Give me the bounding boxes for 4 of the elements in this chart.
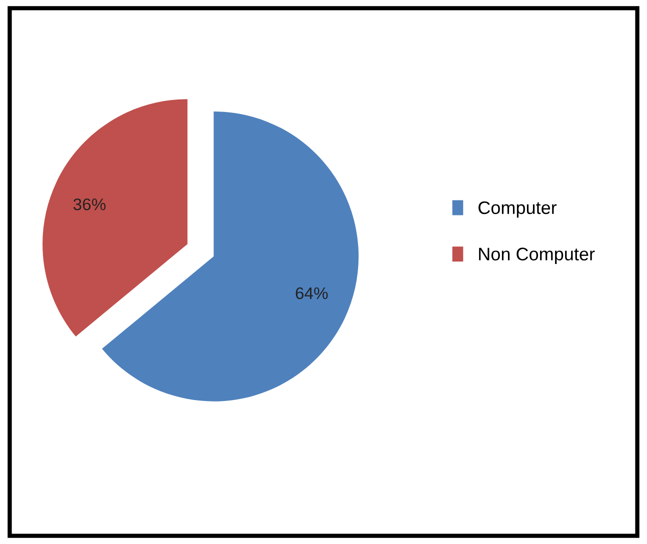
data-label: 36%: [73, 198, 106, 210]
data-label: 64%: [296, 287, 328, 300]
legend-label: Non Computer: [479, 248, 595, 264]
legend-label: Computer: [478, 201, 557, 218]
